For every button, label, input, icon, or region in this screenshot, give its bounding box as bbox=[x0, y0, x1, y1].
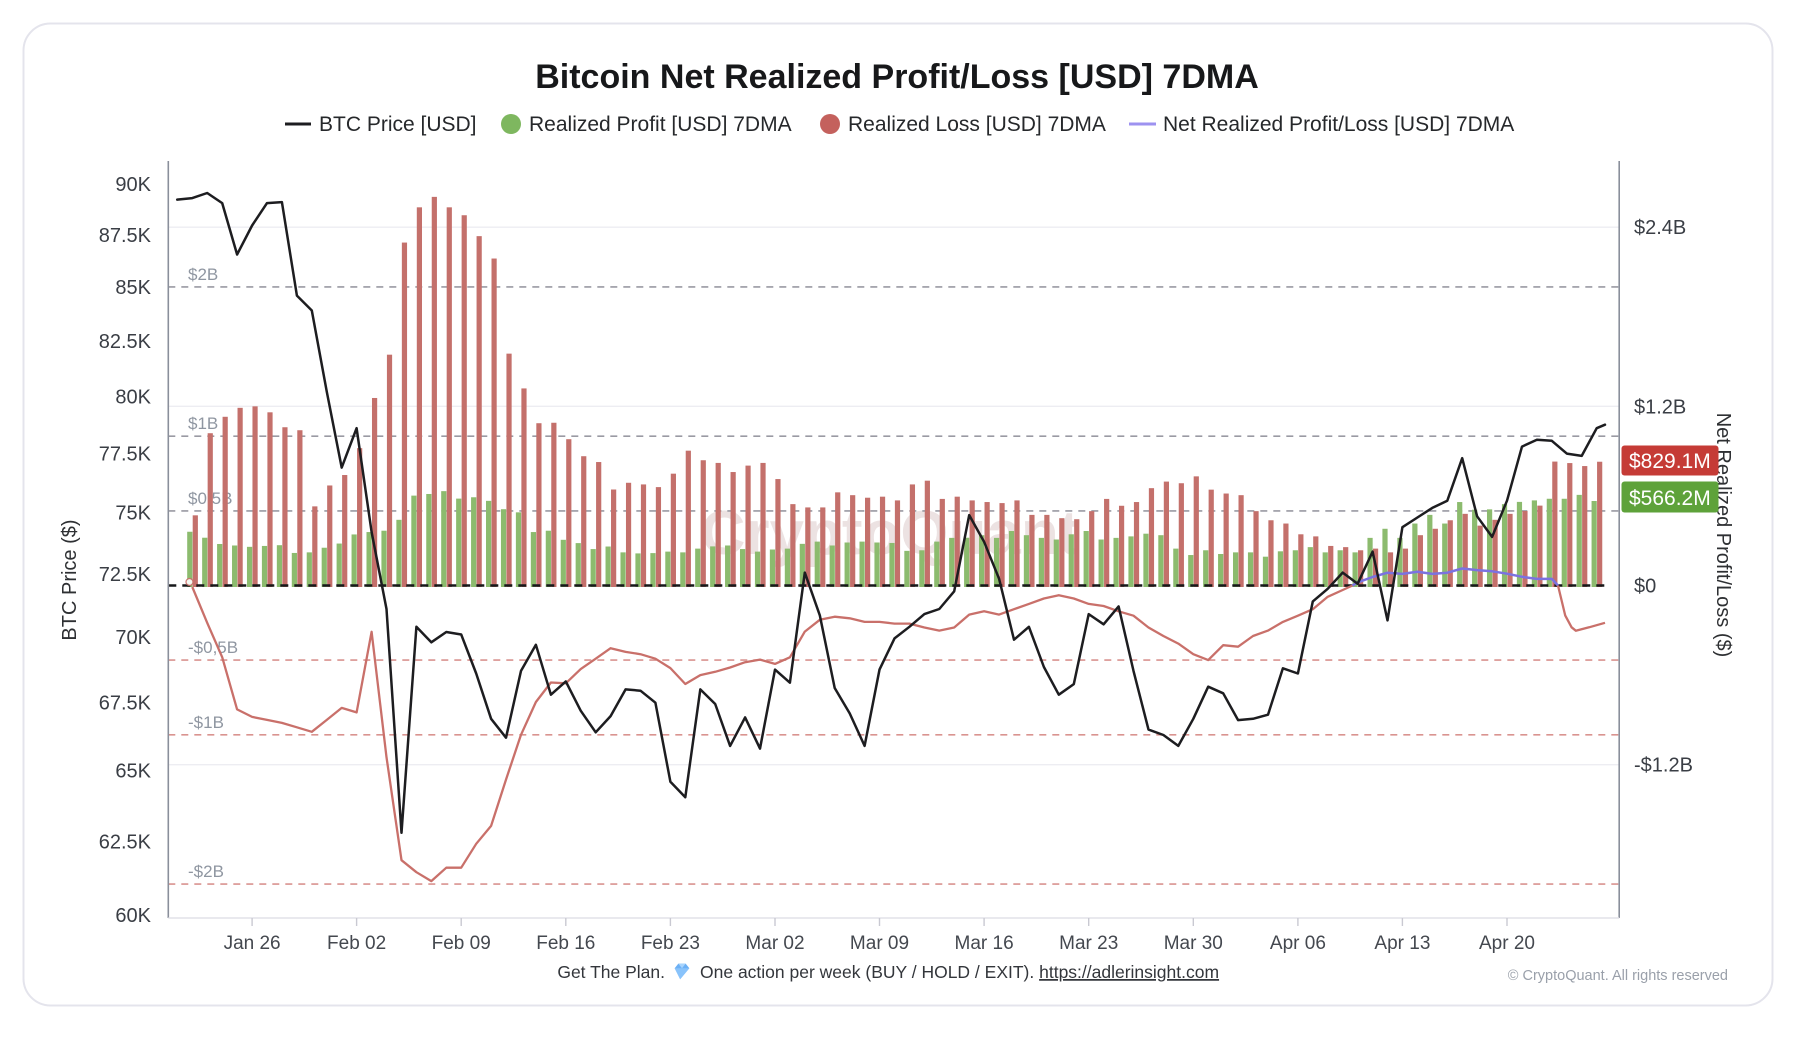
svg-text:$0: $0 bbox=[1634, 576, 1656, 598]
svg-text:Get The Plan.: Get The Plan. bbox=[557, 962, 665, 982]
svg-text:-$1B: -$1B bbox=[188, 713, 224, 732]
svg-text:62.5K: 62.5K bbox=[99, 831, 152, 853]
svg-text:Feb 16: Feb 16 bbox=[536, 933, 595, 954]
svg-text:Mar 23: Mar 23 bbox=[1059, 933, 1118, 954]
svg-text:Mar 09: Mar 09 bbox=[850, 933, 909, 954]
svg-text:Net Realized Profit/Loss [USD]: Net Realized Profit/Loss [USD] 7DMA bbox=[1163, 113, 1514, 136]
svg-text:70K: 70K bbox=[115, 627, 151, 649]
svg-text:82.5K: 82.5K bbox=[99, 331, 152, 353]
svg-text:Feb 02: Feb 02 bbox=[327, 933, 386, 954]
svg-text:Realized Loss [USD] 7DMA: Realized Loss [USD] 7DMA bbox=[848, 113, 1106, 136]
svg-text:Feb 09: Feb 09 bbox=[432, 933, 491, 954]
svg-text:87.5K: 87.5K bbox=[99, 225, 152, 247]
svg-text:Apr 13: Apr 13 bbox=[1374, 933, 1430, 954]
svg-text:Mar 02: Mar 02 bbox=[745, 933, 804, 954]
svg-text:Apr 06: Apr 06 bbox=[1270, 933, 1326, 954]
svg-text:77.5K: 77.5K bbox=[99, 444, 152, 466]
svg-text:$2.4B: $2.4B bbox=[1634, 217, 1686, 239]
svg-text:72.5K: 72.5K bbox=[99, 564, 152, 586]
svg-text:-$2B: -$2B bbox=[188, 862, 224, 881]
svg-text:BTC Price ($): BTC Price ($) bbox=[59, 519, 81, 640]
svg-text:$566.2M: $566.2M bbox=[1629, 487, 1711, 510]
svg-text:© CryptoQuant. All rights rese: © CryptoQuant. All rights reserved bbox=[1508, 968, 1728, 984]
svg-text:67.5K: 67.5K bbox=[99, 693, 152, 715]
svg-text:$2B: $2B bbox=[188, 265, 218, 284]
svg-text:90K: 90K bbox=[115, 174, 151, 196]
svg-text:Mar 30: Mar 30 bbox=[1164, 933, 1223, 954]
svg-text:65K: 65K bbox=[115, 761, 151, 783]
svg-text:Jan 26: Jan 26 bbox=[224, 933, 281, 954]
svg-text:85K: 85K bbox=[115, 277, 151, 299]
svg-text:$829.1M: $829.1M bbox=[1629, 450, 1711, 473]
svg-text:75K: 75K bbox=[115, 503, 151, 525]
svg-text:60K: 60K bbox=[115, 905, 151, 927]
svg-text:Realized Profit [USD] 7DMA: Realized Profit [USD] 7DMA bbox=[529, 113, 792, 136]
svg-text:-$1.2B: -$1.2B bbox=[1634, 755, 1693, 777]
svg-text:-$0,5B: -$0,5B bbox=[188, 638, 238, 657]
svg-text:BTC Price [USD]: BTC Price [USD] bbox=[319, 113, 477, 136]
svg-text:Mar 16: Mar 16 bbox=[955, 933, 1014, 954]
svg-text:One action per week (BUY / HOL: One action per week (BUY / HOLD / EXIT).… bbox=[700, 962, 1219, 982]
svg-text:80K: 80K bbox=[115, 386, 151, 408]
svg-text:Bitcoin Net Realized Profit/Lo: Bitcoin Net Realized Profit/Loss [USD] 7… bbox=[535, 58, 1259, 96]
svg-text:Apr 20: Apr 20 bbox=[1479, 933, 1535, 954]
svg-text:$1.2B: $1.2B bbox=[1634, 396, 1686, 418]
svg-text:$1B: $1B bbox=[188, 414, 218, 433]
svg-text:Feb 23: Feb 23 bbox=[641, 933, 700, 954]
